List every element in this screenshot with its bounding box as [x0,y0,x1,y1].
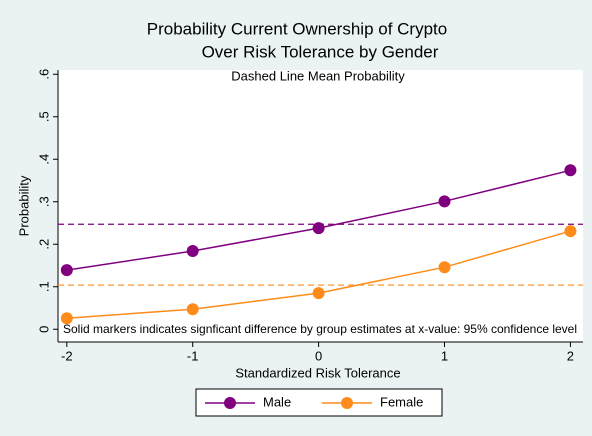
y-tick-label: .2 [36,239,51,250]
marker [186,245,199,258]
x-axis-label: Standardized Risk Tolerance [235,365,400,380]
legend-marker [341,397,353,409]
y-tick-label: .5 [36,111,51,122]
marker [564,225,577,238]
note: Solid markers indicates signficant diffe… [63,322,577,336]
legend-label: Male [263,394,291,409]
marker [312,222,325,235]
marker [186,303,199,316]
y-tick-label: .6 [36,69,51,80]
marker [60,312,73,325]
marker [60,264,73,277]
chart-title: Probability Current Ownership of Crypto [147,19,447,38]
x-tick-label: 0 [315,348,322,363]
y-tick-label: .3 [36,196,51,207]
y-tick-label: 0 [36,326,51,333]
marker [438,195,451,208]
y-tick-label: .4 [36,154,51,165]
x-tick-label: -2 [61,348,73,363]
subtitle: Dashed Line Mean Probability [231,68,405,83]
y-tick-label: .1 [36,281,51,292]
legend-marker [224,397,236,409]
marker [564,164,577,177]
x-tick-label: -1 [187,348,199,363]
marker [438,261,451,274]
x-tick-label: 1 [441,348,448,363]
x-tick-label: 2 [567,348,574,363]
plot-area [58,70,583,342]
legend-label: Female [380,394,423,409]
chart-title: Over Risk Tolerance by Gender [202,42,439,61]
marker [312,287,325,300]
y-axis-label: Probability [16,175,31,236]
